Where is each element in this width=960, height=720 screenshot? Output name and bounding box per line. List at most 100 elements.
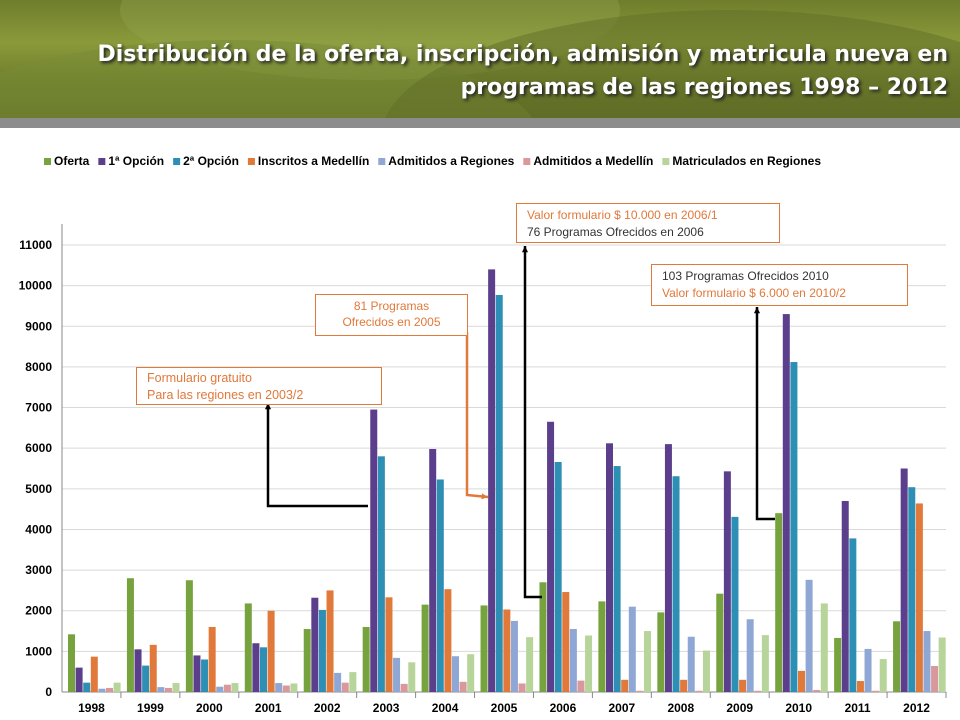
bar-1999-s5 <box>164 687 172 692</box>
bar-2008-s2 <box>672 476 680 692</box>
annotation-2003-line2: Para las regiones en 2003/2 <box>147 388 304 402</box>
bar-2001-s2 <box>260 647 267 692</box>
bar-2005-s6 <box>526 637 534 692</box>
bar-2002-s4 <box>334 672 342 692</box>
bar-1998-s0 <box>68 634 75 692</box>
bar-2007-s0 <box>598 601 606 692</box>
bar-2001-s3 <box>267 610 275 692</box>
bar-2004-s0 <box>421 604 429 692</box>
legend-swatch <box>523 158 531 165</box>
bar-2008-s3 <box>680 679 688 692</box>
y-tick-label: 7000 <box>25 401 52 415</box>
bar-2000-s2 <box>201 659 209 692</box>
bar-2000-s0 <box>185 580 193 692</box>
bar-2007-s2 <box>613 466 621 692</box>
bar-2003-s3 <box>385 597 393 692</box>
bar-2006-s1 <box>547 421 555 692</box>
bar-2004-s6 <box>467 654 475 692</box>
bar-2011-s5 <box>872 690 880 692</box>
legend-label: Inscritos a Medellín <box>258 154 369 168</box>
y-tick-label: 6000 <box>25 441 52 455</box>
bar-2006-s6 <box>585 635 593 692</box>
x-tick-label: 2002 <box>314 701 341 715</box>
bar-1998-s6 <box>113 682 121 692</box>
bar-2002-s5 <box>341 682 349 692</box>
bar-1999-s4 <box>157 687 165 692</box>
bar-2000-s5 <box>223 684 231 692</box>
legend-label: 1ª Opción <box>108 154 164 168</box>
bar-1999-s6 <box>172 683 180 692</box>
bar-2005-s0 <box>480 605 488 692</box>
annotation-2003-line1: Formulario gratuito <box>147 371 252 385</box>
slide-title: Distribución de la oferta, inscripción, … <box>97 42 948 100</box>
bar-2010-s1 <box>782 314 790 692</box>
y-tick-label: 0 <box>45 685 52 699</box>
bar-2005-s1 <box>488 269 496 692</box>
legend-swatch <box>247 158 255 165</box>
bar-2010-s2 <box>790 362 798 692</box>
bar-2001-s4 <box>275 683 283 692</box>
bar-2011-s6 <box>879 659 887 692</box>
bar-2006-s5 <box>577 680 585 692</box>
annotation-2010-line1: 103 Programas Ofrecidos 2010 <box>662 269 829 283</box>
bar-2008-s1 <box>664 444 672 692</box>
bar-2008-s0 <box>657 612 665 692</box>
bar-2010-s3 <box>798 670 805 692</box>
x-tick-label: 2011 <box>845 701 871 715</box>
bar-2008-s4 <box>687 636 695 692</box>
x-tick-label: 1999 <box>137 701 164 715</box>
x-tick-label: 2008 <box>667 701 694 715</box>
annotation-2006-line1: Valor formulario $ 10.000 en 2006/1 <box>527 208 718 222</box>
bar-2000-s3 <box>208 626 216 692</box>
bar-2004-s5 <box>459 681 467 692</box>
bar-2005-s4 <box>510 620 518 692</box>
y-tick-label: 11000 <box>19 238 52 252</box>
bar-2000-s4 <box>216 686 224 692</box>
bar-2009-s3 <box>739 679 747 692</box>
bar-2002-s6 <box>349 672 357 692</box>
bar-2003-s4 <box>393 657 401 692</box>
annotation-2010-arrow-head <box>753 307 761 314</box>
annotation-2006: Valor formulario $ 10.000 en 2006/1 76 P… <box>516 203 780 243</box>
bar-2012-s1 <box>900 468 908 692</box>
bar-2012-s5 <box>931 665 939 692</box>
y-tick-label: 5000 <box>25 482 52 496</box>
annotation-2006-arrow-head <box>521 246 529 253</box>
x-tick-label: 2001 <box>255 701 282 715</box>
bar-2009-s4 <box>746 619 754 692</box>
bar-2012-s3 <box>915 503 923 692</box>
x-tick-label: 2003 <box>373 701 400 715</box>
bar-2003-s6 <box>408 662 416 692</box>
bar-2012-s4 <box>923 631 931 692</box>
bar-2002-s3 <box>326 590 334 692</box>
legend-label: Matriculados en Regiones <box>672 154 821 168</box>
bar-2009-s0 <box>716 593 724 692</box>
bar-1999-s1 <box>134 649 142 692</box>
bar-2004-s2 <box>436 479 444 692</box>
bar-2007-s6 <box>644 631 651 692</box>
y-tick-label: 3000 <box>25 563 52 577</box>
legend-label: Oferta <box>54 154 90 168</box>
bar-2007-s3 <box>621 679 629 692</box>
bar-2009-s6 <box>761 635 769 692</box>
bar-2008-s6 <box>702 650 710 692</box>
y-tick-label: 4000 <box>25 522 52 536</box>
annotation-2005-line2: Ofrecidos en 2005 <box>342 315 441 329</box>
legend-label: Admitidos a Medellín <box>533 154 653 168</box>
annotation-2005: 81 Programas Ofrecidos en 2005 <box>315 294 468 336</box>
bar-2002-s2 <box>318 609 326 692</box>
annotation-2006-arrow <box>523 246 542 599</box>
bar-2002-s1 <box>311 597 319 692</box>
y-tick-label: 8000 <box>25 360 52 374</box>
bar-1998-s3 <box>90 656 98 692</box>
bar-2009-s2 <box>731 516 739 692</box>
x-tick-label: 1998 <box>78 701 105 715</box>
bar-2003-s2 <box>377 456 385 692</box>
bar-2002-s0 <box>303 629 311 692</box>
x-tick-label: 2012 <box>903 701 930 715</box>
x-tick-label: 2007 <box>609 701 636 715</box>
annotation-2003-arrow-head <box>264 403 272 410</box>
bar-2006-s4 <box>569 629 577 692</box>
annotation-2005-arrow-head <box>481 493 488 500</box>
legend-label: 2ª Opción <box>183 154 239 168</box>
